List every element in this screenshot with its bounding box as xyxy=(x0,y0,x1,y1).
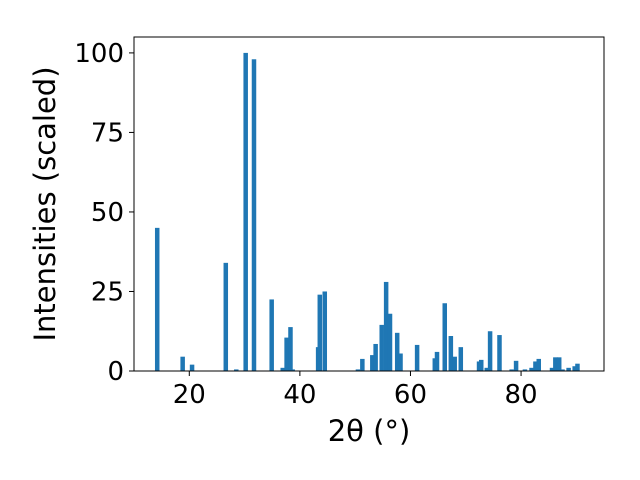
bar xyxy=(553,357,558,371)
bar xyxy=(234,369,239,371)
bar xyxy=(497,335,502,371)
y-tick-label: 0 xyxy=(107,357,124,387)
bar xyxy=(243,52,248,372)
bar xyxy=(189,364,195,371)
bar xyxy=(556,357,562,371)
x-ticks: 20 40 60 80 xyxy=(173,371,538,410)
bar xyxy=(180,356,185,371)
x-tick-label: 80 xyxy=(505,380,538,410)
y-axis-label: Intensities (scaled) xyxy=(28,66,62,341)
bar xyxy=(452,356,457,371)
bar xyxy=(566,367,571,371)
bar xyxy=(487,331,493,371)
bar xyxy=(290,369,295,371)
bar xyxy=(560,369,565,371)
bar xyxy=(575,363,580,371)
bar xyxy=(448,336,454,371)
bar xyxy=(379,324,384,371)
y-tick-label: 25 xyxy=(91,277,124,307)
bar xyxy=(383,281,389,371)
bar xyxy=(458,347,464,371)
bar xyxy=(434,351,440,371)
bar xyxy=(360,358,365,371)
bar xyxy=(223,262,229,371)
plot-frame xyxy=(133,36,605,372)
bar xyxy=(154,227,160,371)
bar xyxy=(288,327,293,371)
bar xyxy=(572,366,577,371)
bar xyxy=(322,291,328,371)
bar xyxy=(529,367,534,371)
bar xyxy=(355,369,361,371)
bar xyxy=(387,313,393,371)
bar xyxy=(284,337,289,371)
y-tick-label: 50 xyxy=(91,198,124,228)
bar xyxy=(373,343,378,371)
bar xyxy=(398,353,403,371)
bar xyxy=(414,344,420,371)
bar xyxy=(513,360,519,371)
x-tick-label: 20 xyxy=(173,380,206,410)
bar xyxy=(370,355,375,371)
y-ticks: 0 25 50 75 100 xyxy=(74,39,134,387)
bar xyxy=(479,359,484,371)
x-tick-label: 60 xyxy=(394,380,427,410)
y-tick-label: 75 xyxy=(91,118,124,148)
bar xyxy=(484,367,490,371)
bars-group xyxy=(154,52,580,372)
bar xyxy=(533,361,538,371)
bar xyxy=(509,369,514,371)
x-axis-label: 2θ (°) xyxy=(328,414,411,448)
bar xyxy=(251,59,257,372)
x-tick-label: 40 xyxy=(283,380,316,410)
bar xyxy=(280,367,285,371)
bar xyxy=(549,367,555,371)
bar xyxy=(442,303,447,371)
bar xyxy=(522,369,528,371)
bar xyxy=(317,294,323,371)
y-tick-label: 100 xyxy=(74,39,124,69)
bar xyxy=(269,299,274,371)
bar xyxy=(536,358,541,371)
bar xyxy=(394,332,400,371)
